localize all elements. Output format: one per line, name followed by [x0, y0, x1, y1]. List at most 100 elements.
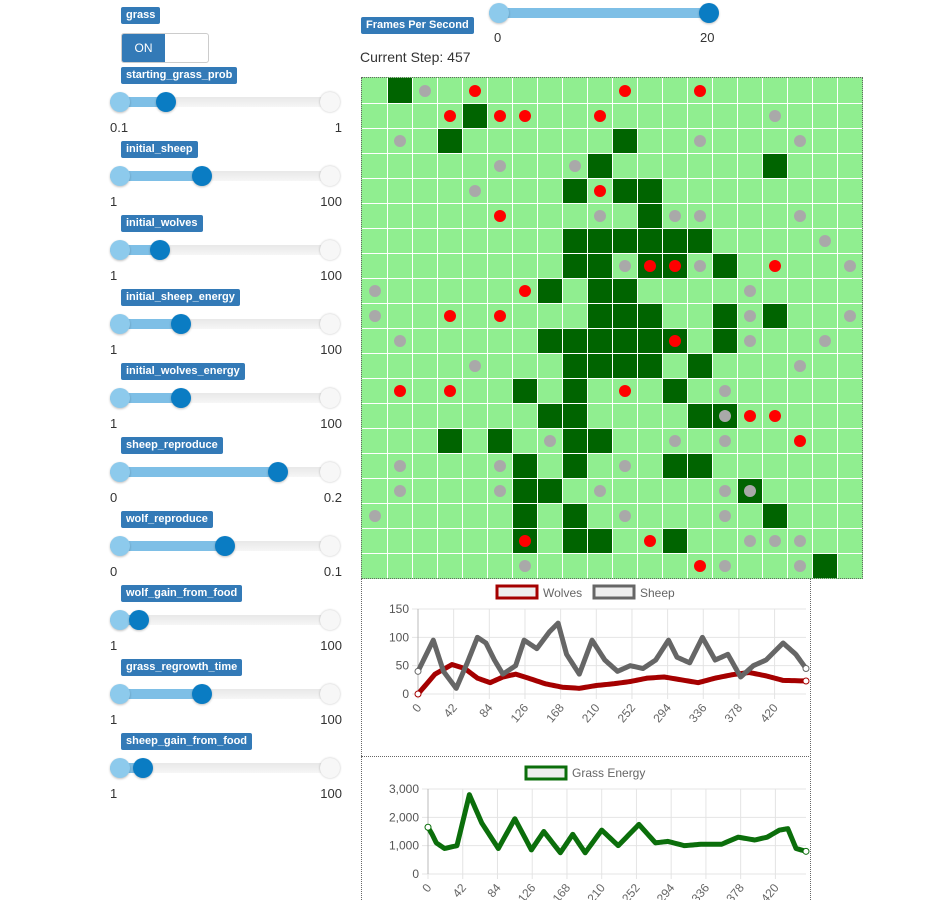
- initial_sheep_energy-min: 1: [110, 342, 118, 357]
- wolf_gain_from_food-handle[interactable]: [128, 610, 149, 630]
- fps-slider-fill: [489, 8, 709, 18]
- sheep-agent: [743, 309, 756, 322]
- x-tick-label: 210: [579, 701, 603, 726]
- grass-patch: [537, 403, 562, 428]
- y-tick-label: 0: [402, 687, 409, 701]
- initial_sheep-slider[interactable]: [110, 166, 340, 186]
- x-tick-label: 420: [758, 881, 782, 900]
- grid-line: [761, 78, 763, 578]
- sheep-agent: [793, 134, 806, 147]
- sheep_reproduce-handle[interactable]: [267, 462, 288, 482]
- initial_wolves-min-handle[interactable]: [110, 240, 130, 260]
- series-start-point: [414, 667, 422, 675]
- grass_regrowth_time-slider[interactable]: [110, 684, 340, 704]
- wolf-agent: [768, 259, 781, 272]
- current-step: Current Step: 457: [360, 49, 471, 65]
- wolf_reproduce-handle[interactable]: [215, 536, 235, 556]
- sheep_reproduce-min-handle[interactable]: [110, 462, 130, 482]
- sheep_gain_from_food-max-handle: [320, 758, 340, 778]
- grass-patch: [637, 303, 662, 328]
- sheep-agent: [468, 359, 481, 372]
- grass-patch: [437, 128, 462, 153]
- grass_regrowth_time-min-handle[interactable]: [110, 684, 130, 704]
- sheep-agent: [718, 509, 731, 522]
- wolf_reproduce-max: 0.1: [323, 564, 342, 579]
- sheep_reproduce-label: sheep_reproduce: [121, 437, 223, 454]
- legend-swatch-wolves[interactable]: [495, 584, 539, 600]
- starting_grass_prob-handle[interactable]: [156, 92, 177, 112]
- fps-max: 20: [700, 30, 715, 45]
- starting_grass_prob-min-handle[interactable]: [110, 92, 130, 112]
- sheep-agent: [543, 434, 556, 447]
- sheep-agent: [618, 459, 631, 472]
- sheep_gain_from_food-slider[interactable]: [110, 758, 340, 778]
- initial_wolves_energy-min-handle[interactable]: [110, 388, 130, 408]
- grass-toggle-on[interactable]: ON: [122, 34, 165, 62]
- grass_regrowth_time-handle[interactable]: [191, 684, 212, 704]
- wolf_reproduce-min-handle[interactable]: [110, 536, 130, 556]
- grass-patch: [512, 378, 537, 403]
- grid-line: [811, 78, 813, 578]
- starting_grass_prob-slider[interactable]: [110, 92, 340, 112]
- grass-patch: [562, 228, 587, 253]
- grass-patch: [587, 353, 612, 378]
- grass-patch: [537, 328, 562, 353]
- fps-min: 0: [494, 30, 502, 45]
- grass-patch: [587, 528, 612, 553]
- initial_sheep_energy-handle[interactable]: [170, 314, 191, 334]
- sheep-agent: [618, 259, 631, 272]
- grass-patch: [512, 478, 537, 503]
- wolf-agent: [518, 109, 531, 122]
- initial_sheep-min-handle[interactable]: [110, 166, 130, 186]
- grass_regrowth_time-label: grass_regrowth_time: [121, 659, 243, 676]
- fps-slider[interactable]: [489, 3, 719, 23]
- grass_regrowth_time-max-handle: [320, 684, 340, 704]
- sheep_reproduce-slider[interactable]: [110, 462, 340, 482]
- y-tick-label: 50: [396, 659, 410, 673]
- initial_sheep_energy-max: 100: [320, 342, 342, 357]
- sheep-agent: [668, 209, 681, 222]
- grass-patch: [612, 128, 637, 153]
- y-tick-label: 150: [389, 602, 409, 616]
- x-tick-label: 210: [584, 881, 608, 900]
- initial_wolves_energy-label: initial_wolves_energy: [121, 363, 245, 380]
- simulation-grid[interactable]: [361, 77, 863, 579]
- legend-label-grass-energy[interactable]: Grass Energy: [572, 766, 645, 780]
- initial_sheep_energy-slider[interactable]: [110, 314, 340, 334]
- fps-slider-handle[interactable]: [699, 3, 719, 23]
- wolf_reproduce-slider[interactable]: [110, 536, 340, 556]
- fps-label: Frames Per Second: [361, 17, 474, 34]
- grass-patch: [437, 428, 462, 453]
- wolf_gain_from_food-min-handle[interactable]: [110, 610, 130, 630]
- starting_grass_prob-max: 1: [334, 120, 342, 135]
- initial_wolves_energy-slider[interactable]: [110, 388, 340, 408]
- x-tick-label: 336: [689, 881, 713, 900]
- sheep-agent: [718, 434, 731, 447]
- grid-line: [362, 502, 862, 504]
- initial_wolves_energy-handle[interactable]: [170, 388, 191, 408]
- initial_wolves-slider[interactable]: [110, 240, 340, 260]
- wolf_gain_from_food-slider[interactable]: [110, 610, 340, 630]
- starting_grass_prob-slider-track: [110, 97, 340, 107]
- sheep_gain_from_food-handle[interactable]: [133, 758, 154, 778]
- current-step-label: Current Step:: [360, 49, 444, 65]
- initial_wolves-handle[interactable]: [149, 240, 170, 260]
- initial_sheep-handle[interactable]: [191, 166, 212, 186]
- sheep-agent: [368, 509, 381, 522]
- grid-line: [362, 402, 862, 404]
- legend-label-sheep[interactable]: Sheep: [640, 586, 675, 600]
- fps-slider-min-handle[interactable]: [489, 3, 509, 23]
- grass-toggle[interactable]: ON: [121, 33, 209, 63]
- sheep_gain_from_food-min-handle[interactable]: [110, 758, 130, 778]
- grass-patch: [562, 503, 587, 528]
- grass-patch: [687, 228, 712, 253]
- grass-patch: [587, 253, 612, 278]
- sheep-agent: [718, 559, 731, 572]
- grass-patch: [537, 278, 562, 303]
- sheep-agent: [493, 159, 506, 172]
- legend-swatch-grass-energy[interactable]: [524, 765, 568, 781]
- legend-swatch-sheep[interactable]: [592, 584, 636, 600]
- sheep-agent: [843, 259, 856, 272]
- initial_sheep_energy-min-handle[interactable]: [110, 314, 130, 334]
- legend-label-wolves[interactable]: Wolves: [543, 586, 582, 600]
